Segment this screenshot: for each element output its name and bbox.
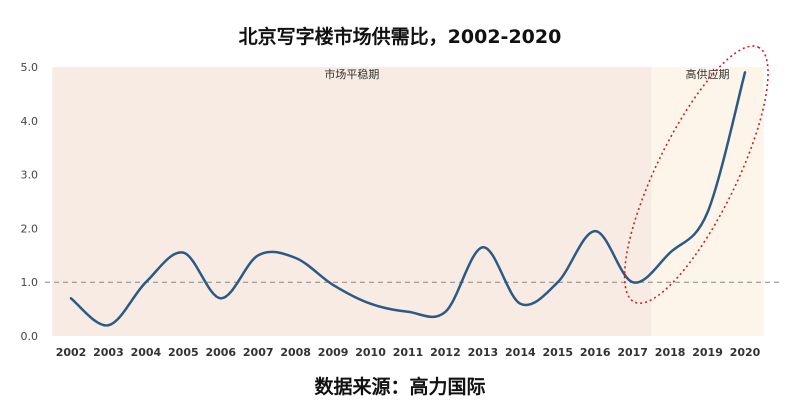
data-point [594, 230, 597, 233]
x-tick-label: 2012 [430, 346, 461, 359]
data-point [219, 297, 222, 300]
x-tick-label: 2005 [168, 346, 199, 359]
x-tick-label: 2019 [692, 346, 723, 359]
x-tick-label: 2017 [617, 346, 648, 359]
region-1 [52, 67, 652, 336]
y-tick-label: 2.0 [21, 222, 39, 235]
data-point [744, 71, 747, 74]
highlight-ellipse [623, 45, 769, 304]
y-tick-label: 3.0 [21, 169, 39, 182]
chart-title: 北京写字楼市场供需比，2002-2020 [238, 26, 562, 48]
data-point [144, 281, 147, 284]
x-tick-label: 2003 [93, 346, 124, 359]
data-point [369, 302, 372, 305]
data-point [332, 283, 335, 286]
data-point [706, 211, 709, 214]
source-note: 数据来源：高力国际 [314, 376, 486, 398]
x-tick-label: 2014 [505, 346, 536, 359]
x-tick-label: 2016 [580, 346, 611, 359]
x-tick-label: 2020 [730, 346, 761, 359]
chart-regions: 市场平稳期 高供应期 [52, 67, 764, 336]
y-axis: 0.0 1.0 2.0 3.0 4.0 5.0 [21, 61, 39, 343]
x-tick-label: 2004 [131, 346, 162, 359]
x-tick-label: 2008 [280, 346, 311, 359]
x-tick-label: 2002 [56, 346, 87, 359]
data-point [444, 310, 447, 313]
y-tick-label: 5.0 [21, 61, 39, 74]
x-tick-label: 2011 [393, 346, 424, 359]
y-tick-label: 1.0 [21, 276, 39, 289]
y-tick-label: 4.0 [21, 115, 39, 128]
data-point [519, 302, 522, 305]
x-axis: 2002 2003 2004 2005 2006 2007 2008 2009 2010 2011… [56, 346, 761, 359]
series-group [69, 71, 747, 327]
series-line-1 [69, 71, 747, 327]
x-tick-label: 2007 [243, 346, 274, 359]
x-tick-label: 2013 [468, 346, 499, 359]
x-tick-label: 2006 [205, 346, 236, 359]
x-tick-label: 2015 [542, 346, 573, 359]
annotation-group [623, 45, 769, 304]
x-tick-label: 2009 [318, 346, 349, 359]
data-point [556, 281, 559, 284]
x-tick-label: 2010 [355, 346, 386, 359]
data-point [182, 251, 185, 254]
data-point [407, 310, 410, 313]
data-point [481, 246, 484, 249]
data-point [294, 256, 297, 259]
region-2 [651, 67, 764, 336]
region-label: 市场平稳期 [324, 67, 379, 81]
data-point [107, 324, 110, 327]
y-tick-label: 0.0 [21, 330, 39, 343]
region-label: 高供应期 [686, 67, 730, 81]
data-point [631, 281, 634, 284]
x-tick-label: 2018 [655, 346, 686, 359]
data-point [669, 251, 672, 254]
data-point [70, 297, 73, 300]
data-point [257, 254, 260, 257]
